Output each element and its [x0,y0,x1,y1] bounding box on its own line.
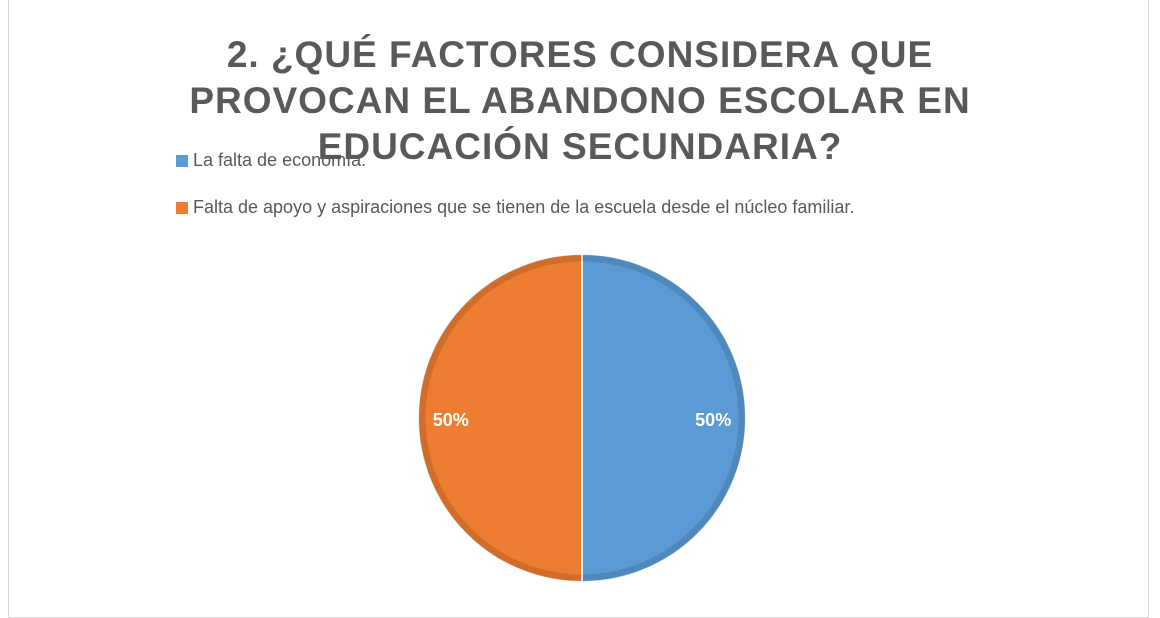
chart-title: 2. ¿QUÉ FACTORES CONSIDERA QUE PROVOCAN … [189,34,971,167]
legend-label: La falta de economía. [193,150,366,170]
legend-swatch [176,202,188,214]
legend-swatch [176,155,188,167]
data-label: 50% [433,410,469,430]
pie-slice [581,252,747,584]
data-label: 50% [695,410,731,430]
pie-slice [417,252,583,584]
pie-rim [418,254,746,582]
legend-label: Falta de apoyo y aspiraciones que se tie… [193,197,854,217]
